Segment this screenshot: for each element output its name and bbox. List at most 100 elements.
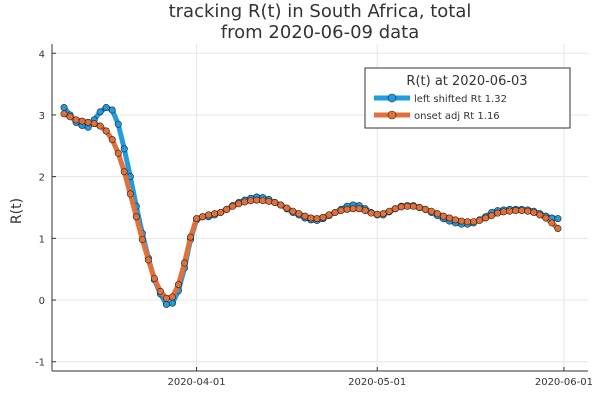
legend: R(t) at 2020-06-03 left shifted Rt 1.32 o… — [364, 67, 571, 129]
data-point — [488, 212, 496, 220]
data-point — [72, 116, 80, 124]
data-point — [554, 224, 562, 232]
series-layer — [60, 104, 562, 308]
data-point — [102, 127, 110, 135]
data-point — [211, 210, 219, 218]
data-point — [530, 208, 538, 216]
data-point — [319, 213, 327, 221]
chart-title-line-1: tracking R(t) in South Africa, total — [168, 1, 472, 22]
data-point — [536, 211, 544, 219]
data-point — [247, 197, 255, 205]
data-point — [518, 207, 526, 215]
data-point — [114, 149, 122, 157]
data-point — [156, 287, 164, 295]
data-point — [138, 236, 146, 244]
data-point — [439, 212, 447, 220]
y-tick-label: 4 — [39, 49, 45, 60]
axes — [51, 44, 588, 372]
data-point — [253, 196, 261, 204]
data-point — [114, 120, 122, 128]
data-point — [277, 201, 285, 209]
data-point — [524, 207, 532, 215]
data-point — [482, 214, 490, 222]
chart-title-line-2: from 2020-06-09 data — [220, 22, 420, 43]
data-point — [120, 168, 128, 176]
legend-entry-label: left shifted Rt 1.32 — [414, 94, 507, 105]
data-point — [199, 213, 207, 221]
data-point — [548, 219, 556, 227]
x-tick-label: 2020-06-01 — [535, 377, 593, 388]
data-point — [78, 117, 86, 125]
data-point — [223, 205, 231, 213]
data-point — [60, 110, 68, 118]
data-point — [102, 104, 110, 112]
data-point — [343, 205, 351, 213]
data-point — [403, 202, 411, 210]
data-point — [187, 233, 195, 241]
data-point — [476, 216, 484, 224]
y-tick-label: 1 — [39, 234, 45, 245]
legend-swatch-marker — [387, 110, 397, 120]
data-point — [168, 293, 176, 301]
data-point — [60, 104, 68, 112]
data-point — [126, 190, 134, 198]
data-point — [361, 207, 369, 215]
x-tick-labels: 2020-04-01 2020-05-01 2020-06-01 — [167, 377, 592, 388]
data-point — [108, 136, 116, 144]
data-point — [391, 205, 399, 213]
data-point — [445, 214, 453, 222]
data-point — [397, 203, 405, 211]
data-point — [506, 207, 514, 215]
data-point — [259, 197, 267, 205]
data-point — [180, 259, 188, 267]
data-point — [349, 205, 357, 213]
data-point — [235, 200, 243, 208]
data-point — [265, 197, 273, 205]
data-point — [283, 204, 291, 212]
data-point — [464, 218, 472, 226]
y-tick-label: 0 — [39, 296, 45, 307]
data-point — [385, 207, 393, 215]
data-point — [325, 211, 333, 219]
data-point — [494, 209, 502, 217]
y-tick-label: -1 — [35, 358, 45, 369]
data-point — [90, 120, 98, 128]
data-point — [205, 211, 213, 219]
data-point — [337, 207, 345, 215]
data-point — [168, 299, 176, 307]
x-tick-label: 2020-04-01 — [167, 377, 225, 388]
data-point — [415, 204, 423, 212]
data-point — [108, 106, 116, 114]
y-tick-labels: -1 0 1 2 3 4 — [35, 49, 45, 368]
data-point — [307, 214, 315, 222]
data-point — [66, 113, 74, 121]
data-point — [554, 215, 562, 223]
data-point — [367, 209, 375, 217]
data-point — [96, 122, 104, 130]
data-point — [241, 198, 249, 206]
data-point — [289, 207, 297, 215]
data-point — [542, 214, 550, 222]
data-point — [421, 205, 429, 213]
data-point — [132, 213, 140, 221]
y-tick-label: 3 — [39, 111, 45, 122]
data-point — [229, 202, 237, 210]
y-axis-label: R(t) — [9, 198, 25, 224]
data-point — [217, 208, 225, 216]
legend-swatch-marker — [387, 93, 397, 103]
data-point — [427, 207, 435, 215]
data-point — [301, 212, 309, 220]
data-point — [470, 218, 478, 226]
data-point — [331, 208, 339, 216]
legend-entries: left shifted Rt 1.32 onset adj Rt 1.16 — [374, 93, 507, 122]
series-2 — [60, 110, 562, 302]
data-point — [271, 199, 279, 207]
data-point — [500, 208, 508, 216]
data-point — [162, 300, 170, 308]
data-point — [295, 210, 303, 218]
legend-entry-label: onset adj Rt 1.16 — [414, 111, 500, 122]
x-tick-label: 2020-05-01 — [348, 377, 406, 388]
data-point — [96, 108, 104, 116]
data-point — [193, 215, 201, 223]
